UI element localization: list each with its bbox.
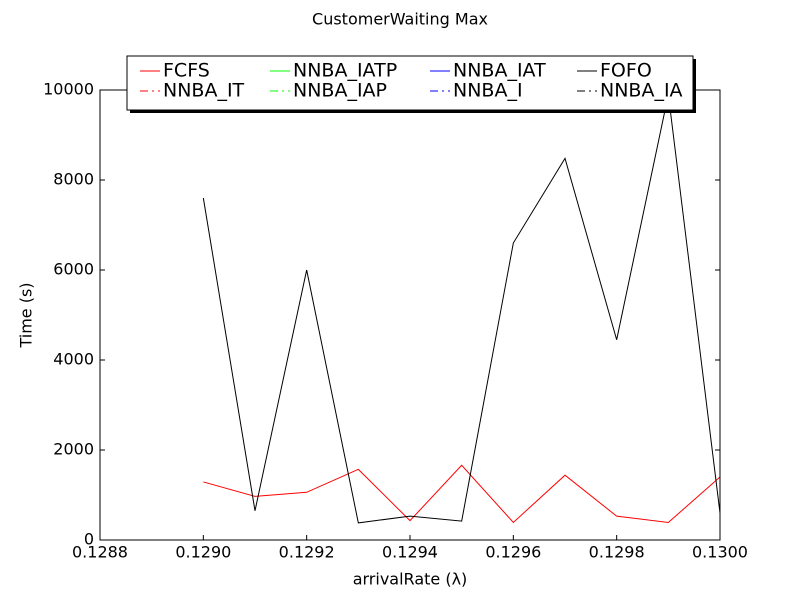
x-tick-label: 0.1294	[382, 543, 438, 562]
x-tick-label: 0.1298	[589, 543, 645, 562]
y-tick-label: 10000	[43, 80, 94, 99]
y-tick-label: 0	[84, 530, 94, 549]
legend-label: NNBA_IA	[600, 80, 683, 102]
x-axis-label: arrivalRate (λ)	[353, 570, 468, 589]
x-tick-label: 0.1290	[175, 543, 231, 562]
plot-lines	[202, 94, 720, 524]
x-tick-label: 0.1292	[279, 543, 335, 562]
legend-label: FCFS	[163, 60, 210, 82]
x-tick-label: 0.1288	[72, 543, 128, 562]
series-line	[203, 464, 720, 524]
legend-label: NNBA_IAP	[293, 80, 387, 102]
x-tick-label: 0.1300	[692, 543, 748, 562]
y-tick-label: 8000	[53, 170, 94, 189]
series-line	[202, 94, 720, 524]
y-tick-label: 2000	[53, 440, 94, 459]
legend-label: NNBA_I	[453, 80, 523, 102]
legend-label: NNBA_IATP	[293, 60, 397, 82]
legend-label: NNBA_IAT	[453, 60, 546, 82]
legend-box	[126, 55, 694, 111]
x-tick-label: 0.1296	[485, 543, 541, 562]
y-tick-label: 6000	[53, 260, 94, 279]
legend-label: FOFO	[600, 60, 652, 82]
chart-title: CustomerWaiting Max	[312, 10, 488, 29]
y-tick-label: 4000	[53, 350, 94, 369]
legend-label: NNBA_IT	[163, 80, 245, 102]
y-axis-label: Time (s)	[17, 282, 36, 348]
